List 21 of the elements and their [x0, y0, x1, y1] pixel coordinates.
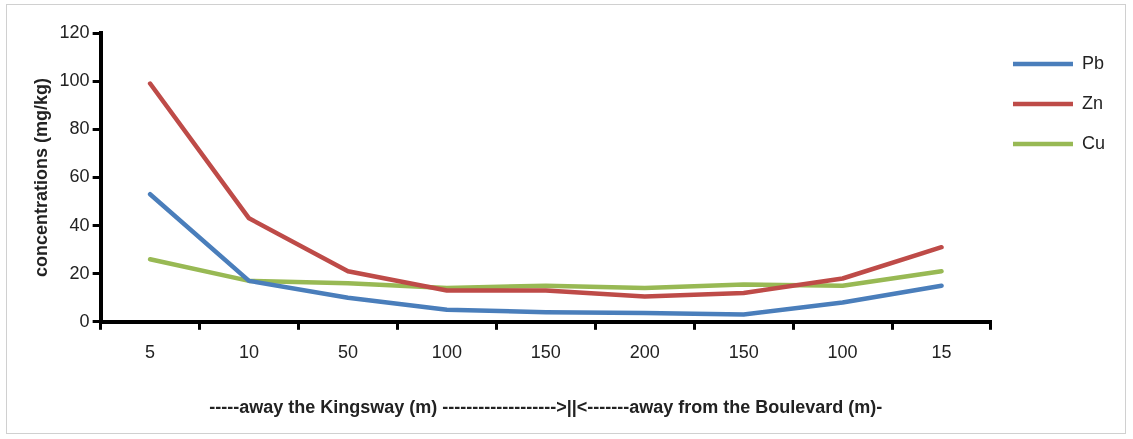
y-tick-label: 120	[59, 21, 90, 42]
y-tick-label: 60	[69, 166, 90, 187]
y-axis-title: concentrations (mg/kg)	[30, 77, 51, 277]
x-tick-label: 10	[239, 341, 260, 362]
x-tick-label: 50	[337, 341, 358, 362]
legend-label: Cu	[1081, 132, 1106, 153]
x-tick-label: 150	[530, 341, 561, 362]
x-tick-label: 100	[827, 341, 858, 362]
y-tick-label: 0	[79, 310, 90, 331]
y-tick-label: 80	[69, 118, 90, 139]
x-axis-title: -----away the Kingsway (m) ------------------->||<-------away from the Boulevard (m)-	[209, 397, 883, 418]
y-tick-label: 40	[69, 214, 90, 235]
x-tick-label: 5	[145, 341, 156, 362]
x-tick-label: 200	[629, 341, 660, 362]
x-tick-label: 150	[728, 341, 759, 362]
x-tick-label: 15	[931, 341, 952, 362]
y-tick-label: 100	[59, 70, 90, 91]
x-tick-label: 100	[431, 341, 462, 362]
legend-label: Zn	[1081, 92, 1104, 113]
y-tick-label: 20	[69, 262, 90, 283]
legend-label: Pb	[1081, 52, 1105, 73]
